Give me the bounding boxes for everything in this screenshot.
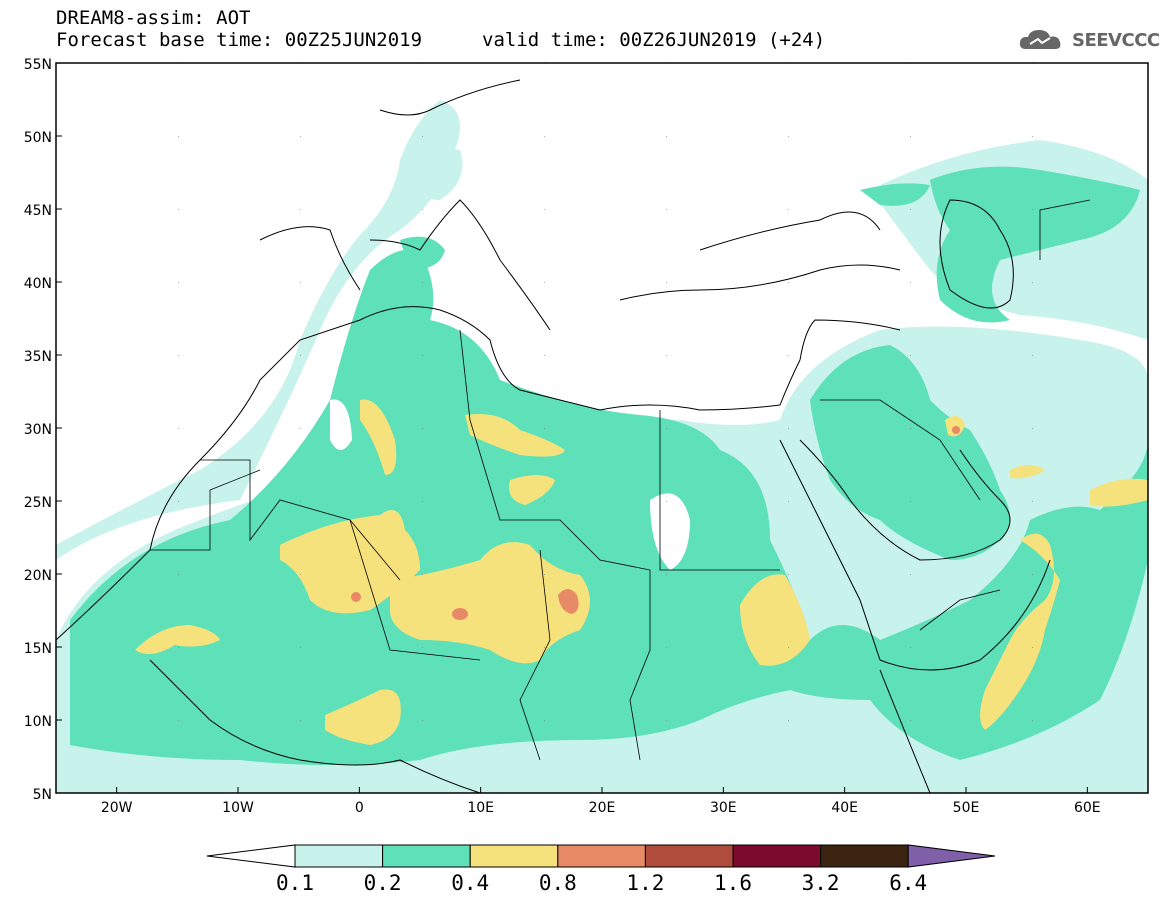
chart-title: DREAM8-assim: AOT [56,7,251,29]
colorbar-level-label: 0.2 [363,871,402,895]
lat-tick-label: 35N [24,349,52,365]
lat-tick-label: 10N [24,714,52,730]
lon-tick-label: 40E [831,800,858,816]
lon-tick-label: 50E [953,800,980,816]
cloud-icon [1019,30,1061,49]
seevccc-logo: SEEVCCC [1018,27,1160,53]
lon-axis: 20W 10W 0 10E 20E 30E 40E 50E 60E [101,787,1101,816]
colorbar-level-label: 1.6 [714,871,752,895]
lat-tick-label: 50N [24,130,52,146]
lon-tick-label: 20E [589,800,616,816]
colorbar-level-label: 1.2 [626,871,665,895]
colorbar-level-label: 6.4 [889,871,928,895]
colorbar-box [469,844,559,868]
colorbar-under-arrow [206,844,296,868]
logo-text: SEEVCCC [1072,29,1160,51]
colorbar-level-label: 0.4 [451,871,490,895]
lat-tick-label: 40N [24,276,52,292]
lat-tick-label: 45N [24,203,52,219]
colorbar-box [644,844,734,868]
colorbar-box [732,844,822,868]
lon-tick-label: 30E [710,800,737,816]
lon-tick-label: 60E [1074,800,1101,816]
lon-tick-label: 10W [222,800,254,816]
forecast-base-time: Forecast base time: 00Z25JUN2019 [56,29,423,51]
lon-tick-label: 20W [101,800,133,816]
colorbar-over-arrow [907,844,996,868]
graticule [56,63,1148,793]
colorbar [206,844,996,868]
lat-tick-label: 30N [24,422,52,438]
colorbar-level-label: 3.2 [801,871,840,895]
valid-time: valid time: 00Z26JUN2019 (+24) [482,29,826,51]
lat-tick-label: 15N [24,641,52,657]
lat-tick-label: 25N [24,495,52,511]
colorbar-box [820,844,909,868]
colorbar-box [557,844,646,868]
colorbar-box [294,844,384,868]
colorbar-level-label: 0.8 [538,871,577,895]
lat-axis: 55N 50N 45N 40N 35N 30N 25N 20N 15N 10N 5N [24,57,62,803]
lat-tick-label: 5N [33,787,52,803]
lat-tick-label: 20N [24,568,52,584]
lat-tick-label: 55N [24,57,52,73]
lon-tick-label: 10E [467,800,494,816]
colorbar-level-label: 0.1 [276,871,314,895]
colorbar-box [382,844,471,868]
lon-tick-label: 0 [355,800,364,816]
